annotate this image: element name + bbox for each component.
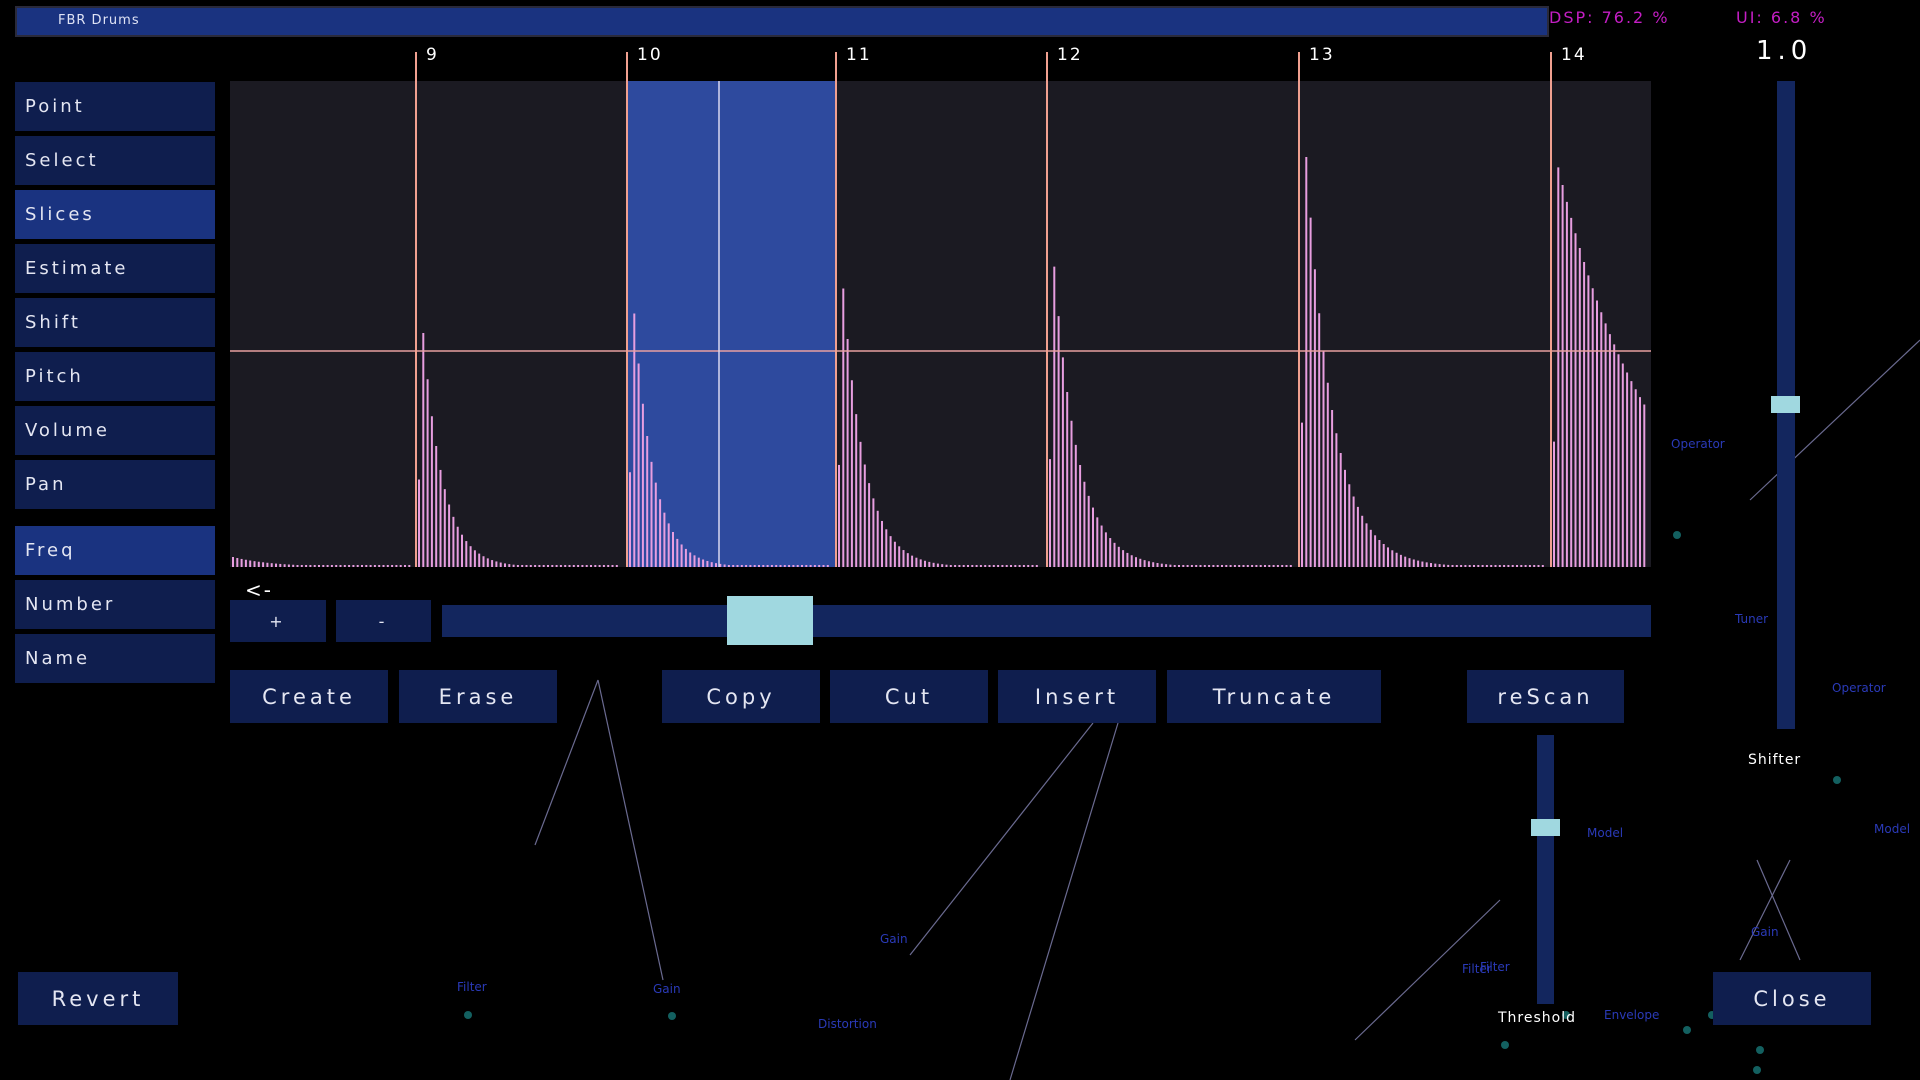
graph-label: Tuner — [1735, 612, 1769, 626]
graph-label: Filter — [1480, 960, 1510, 974]
graph-node — [1562, 1011, 1570, 1019]
graph-edge — [534, 679, 599, 846]
action-button[interactable]: Truncate — [1167, 670, 1381, 723]
title: FBR Drums — [58, 13, 140, 28]
graph-label: Gain — [1751, 925, 1779, 939]
graph-node — [1673, 531, 1681, 539]
graph-node — [1683, 1026, 1691, 1034]
tool-button[interactable]: Pitch — [15, 352, 215, 401]
tool-button[interactable]: Point — [15, 82, 215, 131]
threshold-label: Threshold — [1498, 1010, 1576, 1026]
zoom-in[interactable]: + — [230, 600, 326, 642]
scroll-thumb[interactable] — [727, 596, 813, 645]
mode-button[interactable]: Freq — [15, 526, 215, 575]
action-button[interactable]: reScan — [1467, 670, 1624, 723]
zoom-out[interactable]: - — [336, 600, 431, 642]
graph-edge — [1009, 722, 1119, 1080]
slice-label: 10 — [637, 45, 663, 65]
slice-label: 14 — [1561, 45, 1587, 65]
mode-button[interactable]: Number — [15, 580, 215, 629]
slice-label: 12 — [1057, 45, 1083, 65]
revert-button[interactable]: Revert — [18, 972, 178, 1025]
action-button[interactable]: Copy — [662, 670, 820, 723]
graph-label: Envelope — [1604, 1008, 1660, 1022]
close-button[interactable]: Close — [1713, 972, 1871, 1025]
ui-load: UI: 6.8 % — [1736, 8, 1827, 27]
tool-button[interactable]: Shift — [15, 298, 215, 347]
slice-label: 9 — [426, 45, 439, 65]
graph-label: Filter — [457, 980, 487, 994]
action-button[interactable]: Cut — [830, 670, 988, 723]
graph-label: Gain — [653, 982, 681, 996]
slice-label: 11 — [846, 45, 872, 65]
graph-node — [668, 1012, 676, 1020]
title-bar — [15, 6, 1549, 37]
graph-label: Distortion — [818, 1017, 877, 1031]
selection — [627, 81, 836, 567]
graph-edge — [597, 679, 664, 981]
threshold-thumb[interactable] — [1531, 819, 1560, 836]
scrollbar[interactable] — [442, 605, 1651, 637]
graph-edge — [909, 722, 1094, 956]
graph-label: Model — [1587, 826, 1624, 840]
slice-label: 13 — [1309, 45, 1335, 65]
back-button[interactable]: <- — [245, 578, 273, 602]
graph-label: Operator — [1832, 681, 1886, 695]
tool-button[interactable]: Slices — [15, 190, 215, 239]
action-button[interactable]: Insert — [998, 670, 1156, 723]
mode-button[interactable]: Name — [15, 634, 215, 683]
graph-node — [1753, 1066, 1761, 1074]
tool-button[interactable]: Estimate — [15, 244, 215, 293]
graph-edge — [1739, 859, 1791, 961]
action-button[interactable]: Erase — [399, 670, 557, 723]
graph-label: Gain — [880, 932, 908, 946]
waveform-panel — [230, 81, 1651, 567]
tool-button[interactable]: Select — [15, 136, 215, 185]
graph-label: Filter — [1462, 962, 1492, 976]
shifter-thumb[interactable] — [1771, 396, 1800, 413]
tool-button[interactable]: Volume — [15, 406, 215, 455]
dsp-load: DSP: 76.2 % — [1549, 8, 1670, 27]
graph-node — [1501, 1041, 1509, 1049]
action-button[interactable]: Create — [230, 670, 388, 723]
graph-node — [1756, 1046, 1764, 1054]
shifter-label: Shifter — [1748, 752, 1802, 768]
value-display: 1.0 — [1756, 36, 1813, 66]
tool-button[interactable]: Pan — [15, 460, 215, 509]
graph-edge — [1756, 859, 1801, 961]
graph-label: Model — [1874, 822, 1911, 836]
threshold-track[interactable] — [1537, 735, 1554, 1004]
graph-node — [464, 1011, 472, 1019]
graph-edge — [1354, 899, 1501, 1041]
graph-node — [1833, 776, 1841, 784]
graph-label: Operator — [1671, 437, 1725, 451]
